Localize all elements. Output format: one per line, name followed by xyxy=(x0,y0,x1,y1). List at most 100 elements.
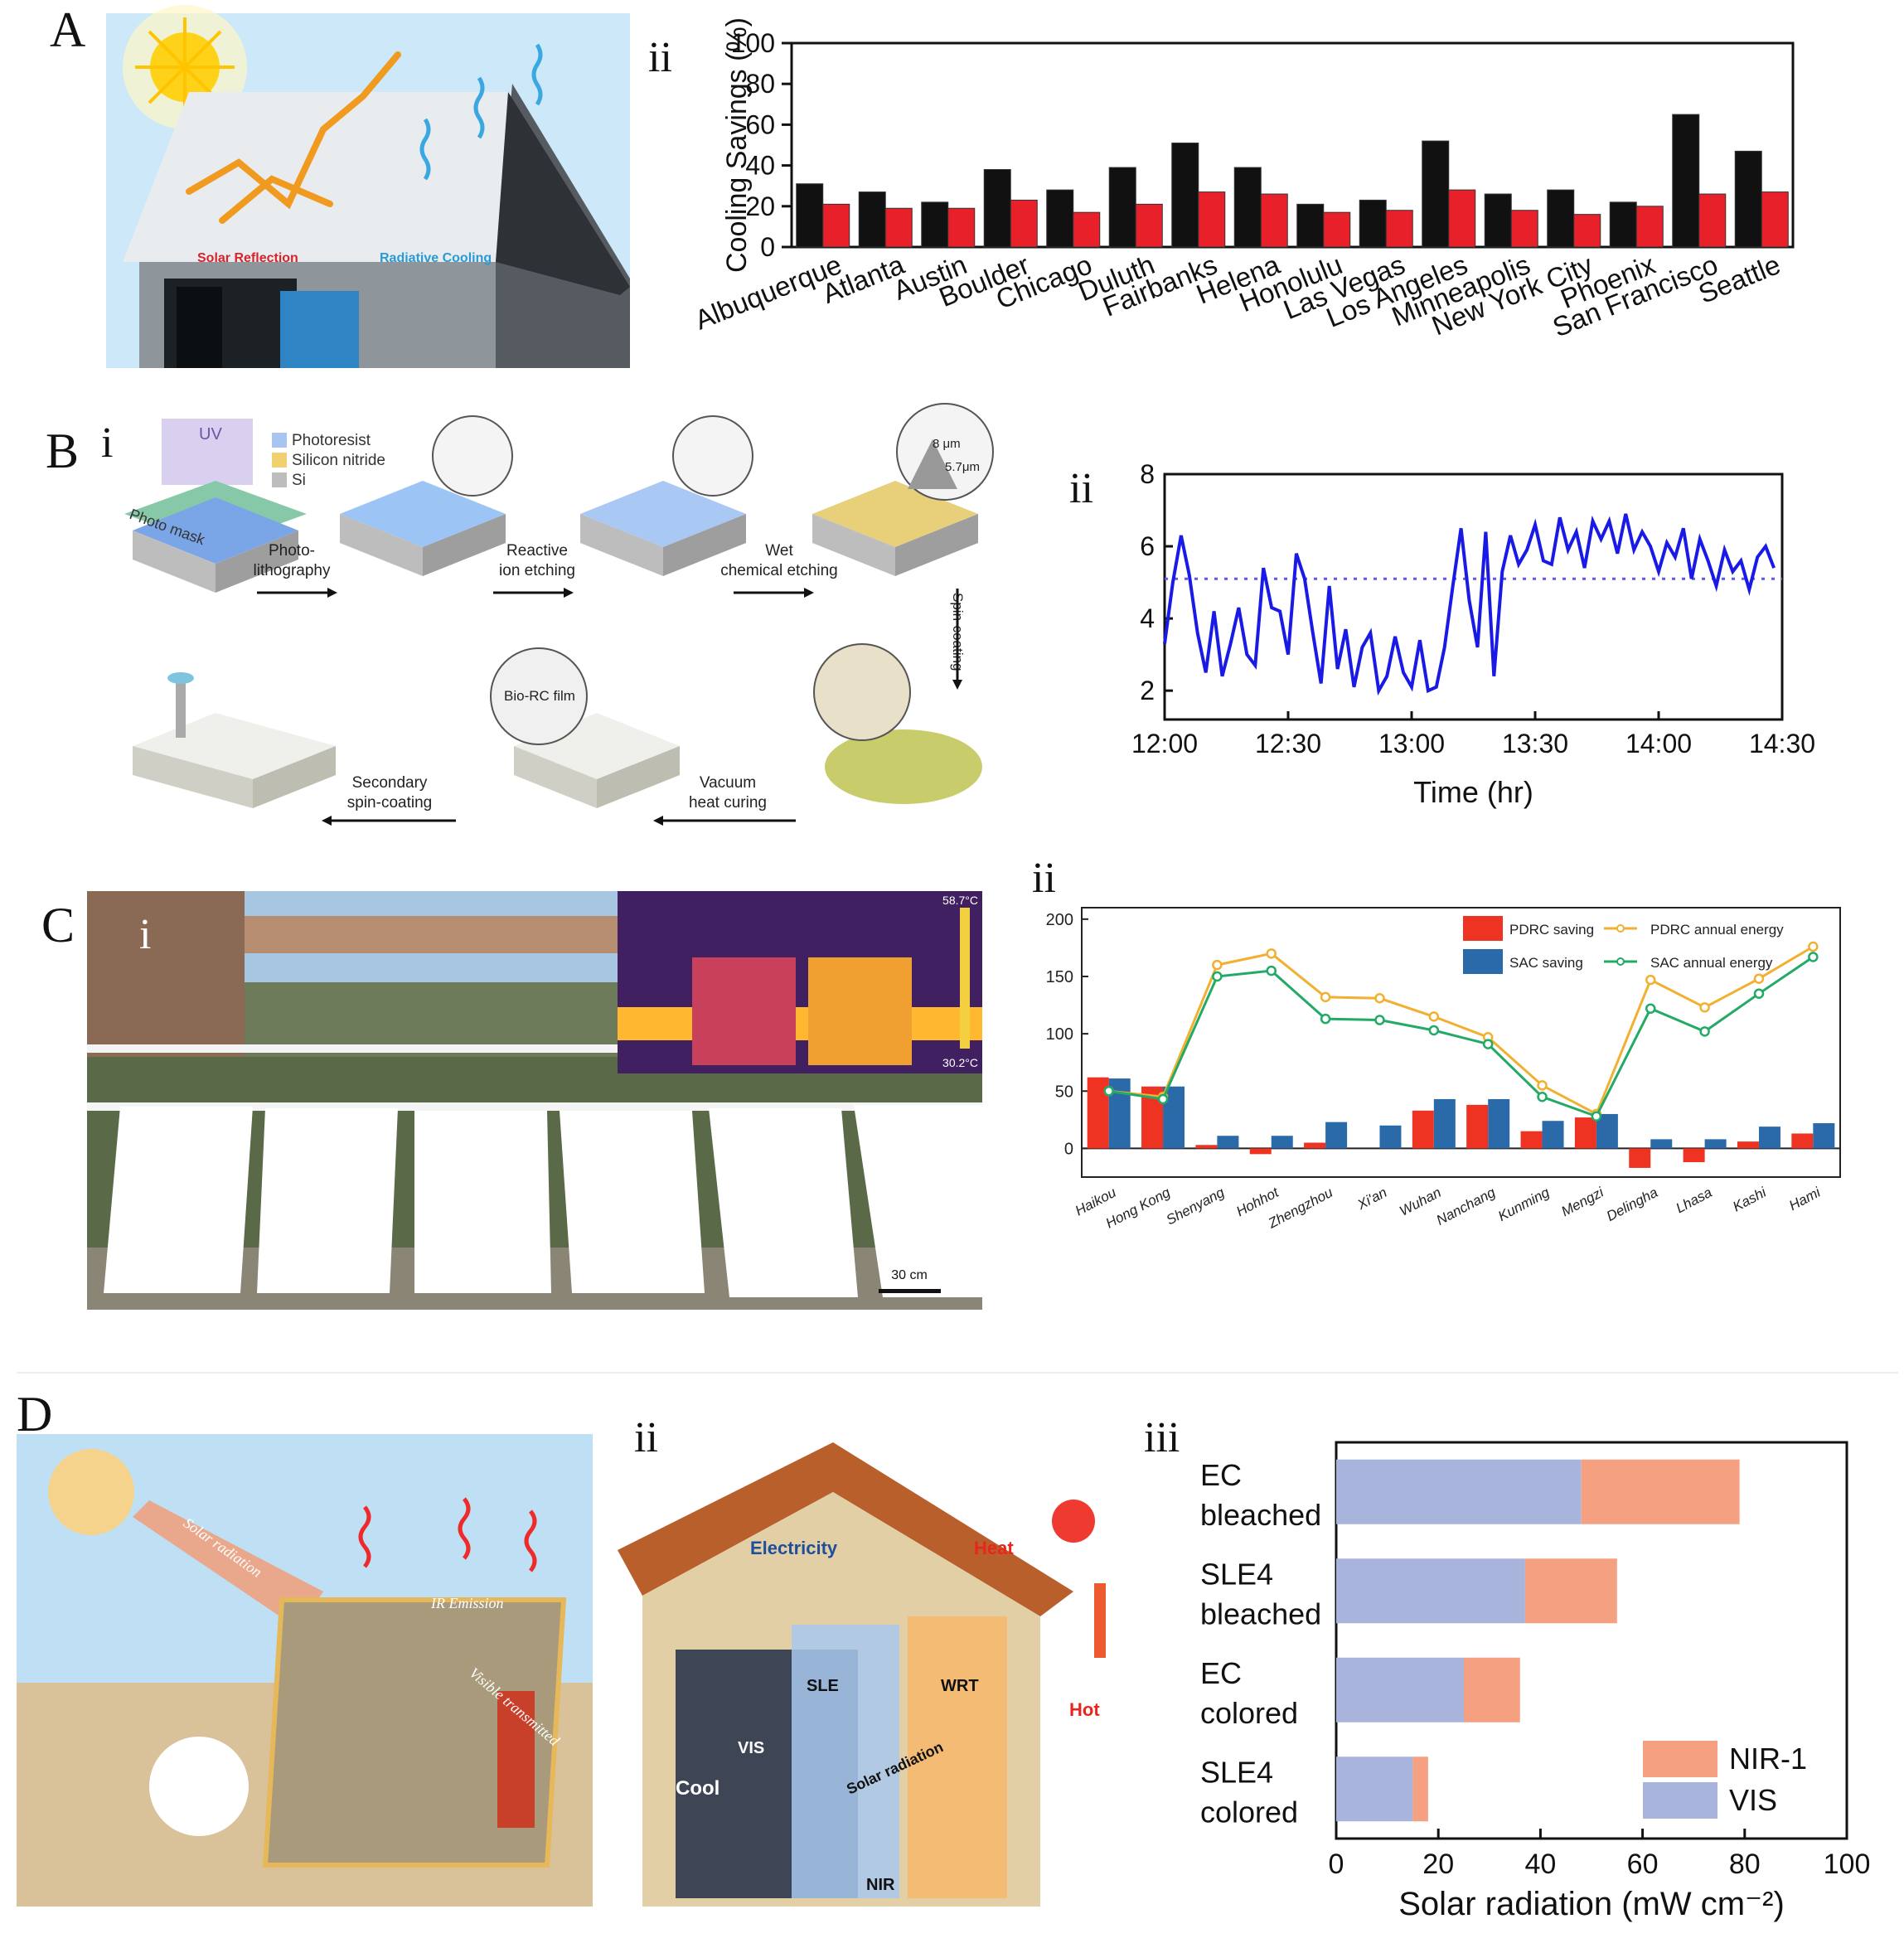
legend-swatch-0 xyxy=(1463,916,1503,941)
label-step3-a: Wet xyxy=(765,542,793,560)
legend-marker-3 xyxy=(1616,957,1625,966)
label-step5-b: heat curing xyxy=(689,794,767,812)
bar-sac-3 xyxy=(1271,1136,1293,1149)
label-uv: UV xyxy=(199,425,222,443)
y-tick-label: 100 xyxy=(731,28,775,58)
point-sac-12 xyxy=(1753,988,1765,999)
point-pdrc-8 xyxy=(1537,1080,1548,1091)
y-tick-label: 0 xyxy=(1064,1140,1073,1158)
bar-red-3 xyxy=(1010,199,1038,248)
bar-pdrc-9 xyxy=(1574,1117,1596,1149)
bar-sac-4 xyxy=(1325,1122,1348,1149)
bar-red-9 xyxy=(1385,210,1413,248)
x-axis-label: Solar radiation (mW cm⁻²) xyxy=(1398,1886,1785,1922)
bar-black-15 xyxy=(1734,150,1762,248)
bar-black-1 xyxy=(858,191,886,248)
bar-pdrc-8 xyxy=(1520,1131,1543,1149)
illustration-a-i-roof: Solar Reflection Radiative Cooling xyxy=(106,5,630,368)
label-5-7um: 5.7μm xyxy=(945,460,980,474)
legend-label: PDRC saving xyxy=(1509,922,1594,938)
bar-pdrc-6 xyxy=(1412,1110,1434,1149)
x-tick-label: 80 xyxy=(1729,1849,1761,1880)
legend-photoresist: Photoresist xyxy=(292,432,371,449)
label-step3-b: chemical etching xyxy=(720,562,838,579)
label-radiative-cooling: Radiative Cooling xyxy=(380,251,492,265)
bar-vis-3 xyxy=(1336,1756,1413,1822)
panel-c-ii-label: ii xyxy=(1032,855,1056,902)
label-8um: 8 μm xyxy=(933,437,961,451)
label-hot: Hot xyxy=(1069,1699,1100,1720)
label-solar-reflection: Solar Reflection xyxy=(197,251,298,265)
legend-silicon-nitride: Silicon nitride xyxy=(292,452,385,469)
illustration-d-i-house: Solar radiation IR Emission Visible tran… xyxy=(17,1434,593,1907)
bar-black-5 xyxy=(1108,167,1136,248)
label-scale-bar: 30 cm xyxy=(891,1268,928,1282)
bar-sac-13 xyxy=(1813,1123,1835,1149)
bar-black-13 xyxy=(1609,201,1637,248)
bar-pdrc-7 xyxy=(1466,1104,1489,1149)
legend-label: SAC saving xyxy=(1509,955,1583,971)
panel-letter-d: D xyxy=(17,1387,53,1442)
point-pdrc-10 xyxy=(1645,974,1656,986)
point-pdrc-11 xyxy=(1699,1002,1710,1013)
bar-sac-5 xyxy=(1379,1125,1402,1149)
label-wrt: WRT xyxy=(941,1677,979,1695)
bar-red-10 xyxy=(1448,189,1476,248)
chart-b-ii-time-series: 2 4 6 8 12:00 12:30 13:00 13:30 14:00 14:30 Time (… xyxy=(1131,459,1815,809)
series-line xyxy=(1163,513,1776,696)
legend-marker-2 xyxy=(1616,924,1625,933)
y-tick-label: 60 xyxy=(745,109,775,139)
label-sle: SLE xyxy=(807,1677,839,1695)
legend-si: Si xyxy=(292,472,306,489)
panel-b-ii-label: ii xyxy=(1069,465,1093,512)
legend-swatch-nir-1 xyxy=(1643,1741,1717,1777)
bar-red-8 xyxy=(1323,211,1351,248)
bar-red-2 xyxy=(947,207,976,248)
point-sac-13 xyxy=(1808,952,1819,962)
bar-sac-11 xyxy=(1704,1139,1727,1149)
line-pdrc-annual xyxy=(1108,945,1814,1117)
bar-red-0 xyxy=(822,203,850,248)
bar-black-12 xyxy=(1547,189,1575,248)
x-tick-label: 12:00 xyxy=(1131,729,1198,758)
illustration-b-i-process: UV Photoresist Silicon nitride Si Photo … xyxy=(124,403,994,826)
illustration-d-ii-house: Electricity Heat SLE WRT Hot VIS Cool So… xyxy=(618,1442,1106,1907)
bar-vis-2 xyxy=(1336,1657,1464,1723)
x-tick-label: 40 xyxy=(1524,1849,1556,1880)
plot-frame xyxy=(1335,1441,1848,1840)
panel-letter-a: A xyxy=(50,2,86,57)
y-tick-label: 40 xyxy=(745,151,775,181)
y-tick-label: 6 xyxy=(1140,531,1155,561)
bar-pdrc-13 xyxy=(1791,1133,1814,1149)
label-step6-b: spin-coating xyxy=(347,794,432,812)
bar-red-1 xyxy=(884,207,913,248)
label-bio-rc-film: Bio-RC film xyxy=(504,688,575,704)
label-step5-a: Vacuum xyxy=(700,774,756,792)
label-ir-emission: IR Emission xyxy=(430,1595,504,1611)
label-cool: Cool xyxy=(676,1777,719,1800)
label-heat: Heat xyxy=(974,1538,1014,1558)
bar-sac-8 xyxy=(1542,1121,1564,1149)
plot-frame xyxy=(1163,472,1784,721)
point-pdrc-12 xyxy=(1753,973,1765,984)
bar-red-4 xyxy=(1073,211,1101,248)
point-sac-2 xyxy=(1212,971,1223,982)
bar-sac-7 xyxy=(1488,1098,1510,1149)
y-tick-label: 80 xyxy=(745,69,775,99)
y-tick-label: 200 xyxy=(1046,911,1073,929)
point-sac-1 xyxy=(1157,1093,1169,1105)
point-sac-11 xyxy=(1699,1026,1710,1037)
point-sac-0 xyxy=(1103,1086,1114,1097)
bar-black-11 xyxy=(1484,193,1512,248)
bar-vis-0 xyxy=(1336,1459,1582,1524)
x-tick-label: 14:30 xyxy=(1749,729,1815,758)
y-tick-label: 2 xyxy=(1140,676,1155,705)
point-pdrc-6 xyxy=(1428,1011,1440,1022)
bar-nir-1-1 xyxy=(1524,1558,1617,1624)
label-step2-b: ion etching xyxy=(499,562,575,579)
bar-nir-1-2 xyxy=(1464,1657,1520,1723)
point-sac-7 xyxy=(1482,1039,1494,1049)
bar-nir-1-3 xyxy=(1412,1756,1428,1822)
